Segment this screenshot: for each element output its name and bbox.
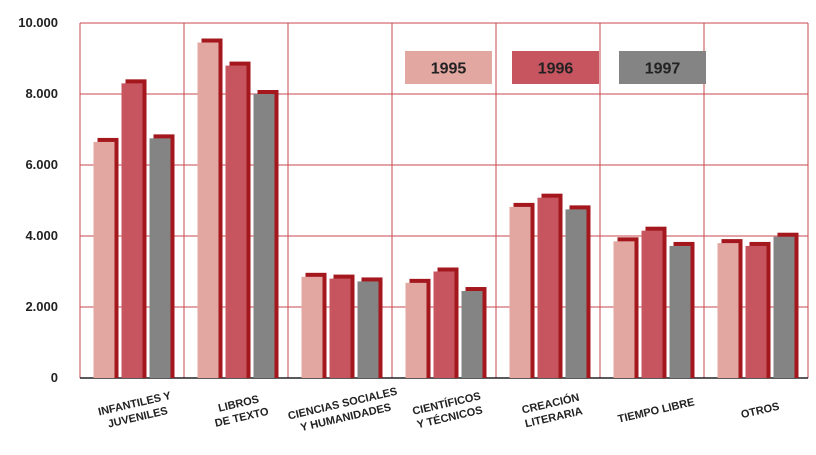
legend-swatch-1995 <box>405 51 492 84</box>
bar-1995-3 <box>405 282 427 378</box>
legend: 1995 1996 1997 <box>405 51 706 84</box>
bar-1996-4 <box>537 197 559 378</box>
bar-1995-1 <box>197 42 219 379</box>
y-tick-label-3: 6.000 <box>25 157 58 172</box>
bar-1997-5 <box>669 245 691 378</box>
bar-1996-1 <box>225 65 247 378</box>
bar-1996-3 <box>433 271 455 378</box>
bar-1997-3 <box>461 291 483 378</box>
y-axis-ticks: 0 2.000 4.000 6.000 8.000 10.000 <box>18 15 58 385</box>
bar-1995-5 <box>613 241 635 378</box>
y-tick-label-5: 10.000 <box>18 15 58 30</box>
y-tick-label-0: 0 <box>51 370 58 385</box>
legend-swatch-1996 <box>512 51 599 84</box>
bar-1996-0 <box>121 83 143 378</box>
bar-1995-4 <box>509 206 531 378</box>
category-label-6: OTROS <box>740 401 781 421</box>
category-label-5-line-0: TIEMPO LIBRE <box>617 396 696 425</box>
legend-swatch-1997 <box>619 51 706 84</box>
category-label-6-line-0: OTROS <box>740 401 781 421</box>
legend-label-1995: 1995 <box>431 61 467 78</box>
bar-1997-2 <box>357 281 379 378</box>
bar-1997-0 <box>149 138 171 378</box>
bar-1995-6 <box>717 243 739 378</box>
bar-1996-6 <box>745 245 767 378</box>
bar-1996-5 <box>641 230 663 378</box>
y-tick-label-4: 8.000 <box>25 86 58 101</box>
bar-1996-2 <box>329 278 351 378</box>
category-label-5: TIEMPO LIBRE <box>617 396 696 425</box>
bar-1997-4 <box>565 209 587 378</box>
y-tick-label-2: 4.000 <box>25 228 58 243</box>
bar-1995-0 <box>93 141 115 378</box>
y-tick-label-1: 2.000 <box>25 299 58 314</box>
bar-1997-1 <box>253 94 275 378</box>
bar-1995-2 <box>301 276 323 378</box>
bar-1997-6 <box>773 236 795 378</box>
bars <box>93 38 799 379</box>
legend-label-1997: 1997 <box>645 61 681 78</box>
legend-label-1996: 1996 <box>538 61 574 78</box>
